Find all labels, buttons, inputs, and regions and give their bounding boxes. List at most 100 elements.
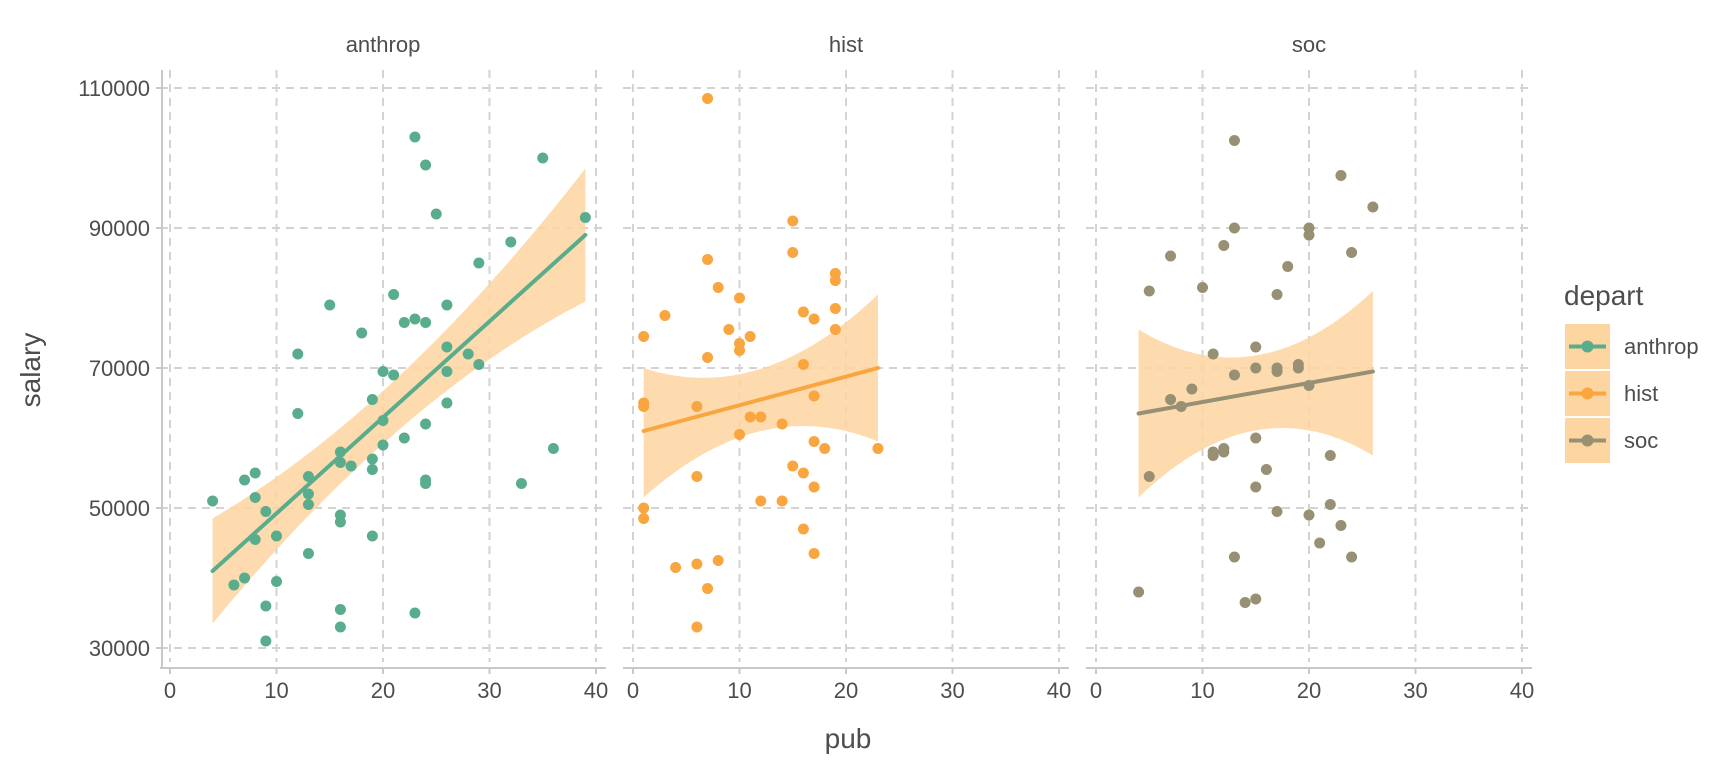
data-point-hist	[723, 324, 735, 335]
data-point-soc	[1165, 250, 1177, 262]
facet-label-hist: hist	[829, 32, 863, 57]
panel-hist: hist	[623, 32, 1069, 662]
data-point-soc	[1133, 586, 1145, 598]
data-point-anthrop	[207, 495, 219, 507]
data-point-soc	[1228, 551, 1240, 563]
data-point-anthrop	[302, 499, 314, 510]
x-tick-label: 10	[727, 678, 751, 703]
data-point-hist	[638, 331, 650, 342]
axes-layer: 0 10 20 30 40 0 10 20 30 40 0 10 20 30 40 30000 50000 700…	[78, 70, 1534, 703]
data-point-hist	[829, 324, 841, 335]
data-point-anthrop	[441, 397, 453, 409]
data-point-anthrop	[366, 464, 378, 475]
data-point-anthrop	[334, 516, 346, 528]
data-point-hist	[638, 502, 650, 514]
data-point-soc	[1250, 481, 1262, 493]
legend-key-point	[1581, 387, 1594, 400]
data-point-anthrop	[420, 159, 432, 171]
data-point-anthrop	[537, 152, 549, 164]
x-tick-label: 20	[371, 678, 395, 703]
legend-title: depart	[1564, 280, 1644, 311]
data-point-anthrop	[388, 289, 400, 300]
data-point-soc	[1143, 285, 1155, 297]
panels-layer: anthrop hist soc	[160, 32, 1532, 662]
data-point-anthrop	[377, 439, 389, 451]
data-point-hist	[702, 93, 714, 104]
data-point-hist	[712, 555, 724, 566]
data-point-hist	[808, 436, 820, 447]
x-tick-label: 30	[940, 678, 964, 703]
data-point-anthrop	[473, 257, 485, 269]
data-point-anthrop	[228, 579, 240, 591]
data-point-hist	[755, 411, 767, 423]
data-point-soc	[1250, 593, 1262, 605]
data-point-hist	[691, 471, 703, 482]
legend-label-anthrop: anthrop	[1624, 334, 1699, 359]
data-point-anthrop	[271, 530, 282, 542]
data-point-hist	[797, 306, 809, 318]
data-point-soc	[1367, 201, 1379, 213]
y-tick-label: 110000	[78, 76, 150, 101]
data-point-anthrop	[409, 131, 421, 143]
x-tick-label: 0	[627, 678, 639, 703]
data-point-soc	[1250, 341, 1262, 353]
data-point-soc	[1335, 170, 1347, 181]
data-point-anthrop	[334, 621, 346, 633]
x-tick-label: 10	[1190, 678, 1214, 703]
data-point-anthrop	[260, 635, 272, 647]
data-point-soc	[1218, 446, 1230, 458]
x-tick-label: 0	[164, 678, 176, 703]
data-point-soc	[1239, 597, 1251, 608]
y-axis-title: salary	[15, 333, 46, 408]
data-point-soc	[1314, 537, 1326, 549]
data-point-hist	[702, 254, 714, 265]
legend: depart anthrop hist soc	[1564, 280, 1699, 463]
data-point-soc	[1282, 261, 1294, 272]
data-point-soc	[1250, 432, 1262, 444]
data-point-soc	[1207, 450, 1219, 461]
data-point-soc	[1335, 520, 1347, 531]
x-tick-label: 40	[1510, 678, 1534, 703]
data-point-soc	[1346, 247, 1358, 258]
data-point-anthrop	[239, 572, 251, 584]
y-tick-label: 50000	[89, 496, 150, 521]
data-point-hist	[734, 292, 745, 304]
data-point-soc	[1143, 471, 1155, 482]
data-point-soc	[1207, 348, 1219, 360]
data-point-hist	[787, 247, 799, 258]
legend-key-point	[1581, 340, 1594, 353]
data-point-hist	[829, 303, 841, 314]
regression-line-anthrop	[210, 233, 588, 573]
data-point-hist	[808, 548, 820, 559]
panel-anthrop: anthrop	[160, 32, 606, 662]
data-point-hist	[808, 390, 820, 402]
data-point-anthrop	[324, 299, 336, 311]
data-point-hist	[691, 558, 703, 570]
data-point-anthrop	[441, 366, 453, 377]
data-point-anthrop	[302, 488, 314, 500]
legend-key-point	[1581, 434, 1594, 447]
data-point-anthrop	[420, 478, 432, 489]
data-point-anthrop	[260, 600, 272, 612]
data-point-soc	[1271, 506, 1283, 517]
data-point-hist	[808, 481, 820, 493]
x-tick-label: 30	[1403, 678, 1427, 703]
data-point-anthrop	[292, 408, 304, 419]
data-point-anthrop	[473, 359, 485, 370]
data-point-anthrop	[377, 366, 389, 377]
data-point-anthrop	[547, 443, 559, 454]
data-point-hist	[744, 411, 756, 423]
x-tick-label: 0	[1090, 678, 1102, 703]
data-point-hist	[797, 467, 809, 479]
panel-soc: soc	[1086, 32, 1532, 662]
data-point-soc	[1228, 369, 1240, 381]
data-point-hist	[797, 523, 809, 535]
data-point-hist	[787, 215, 799, 227]
data-point-hist	[670, 562, 682, 573]
data-point-hist	[797, 359, 809, 370]
data-point-anthrop	[239, 474, 251, 486]
x-tick-label: 30	[477, 678, 501, 703]
x-tick-label: 20	[1297, 678, 1321, 703]
y-tick-label: 90000	[89, 216, 150, 241]
